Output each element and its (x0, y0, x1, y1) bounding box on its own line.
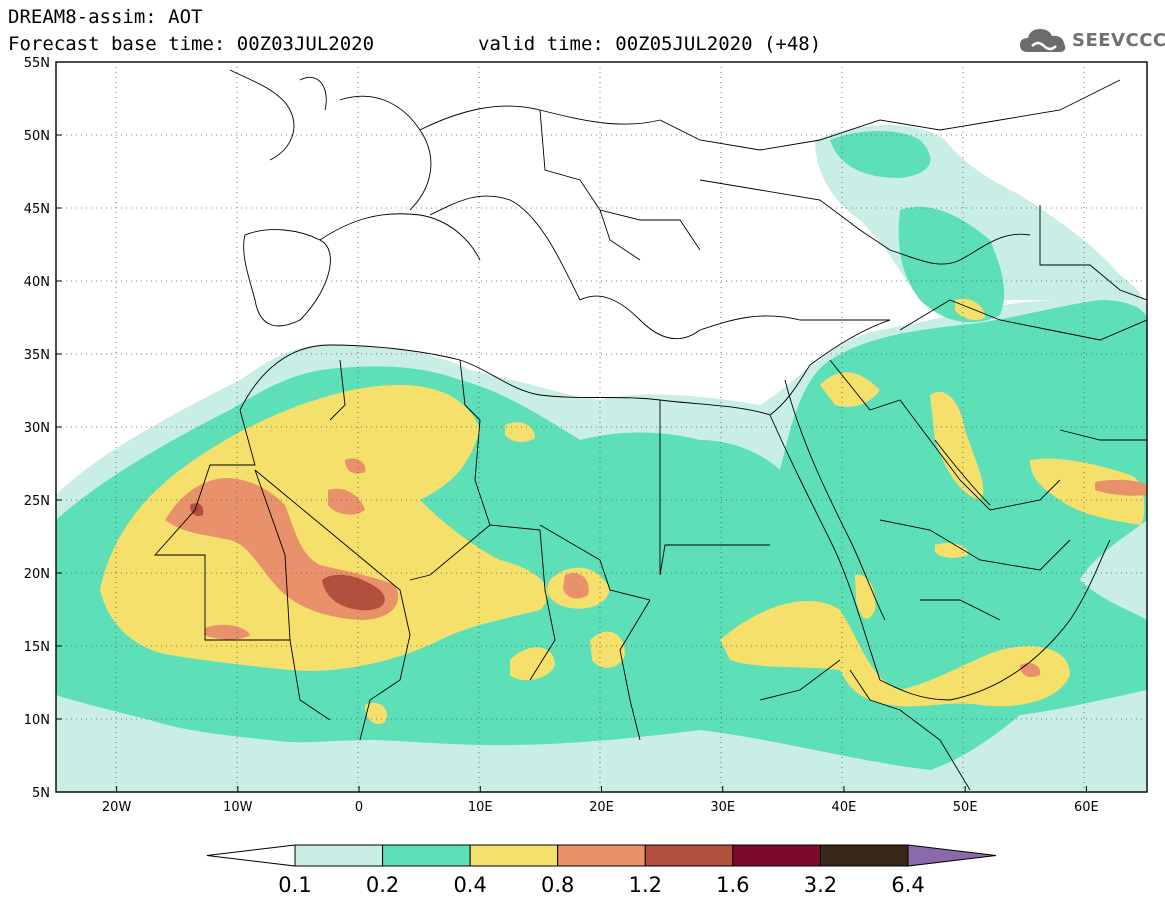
lat-tick-label: 10N (24, 713, 50, 728)
aot-band-1.2 (190, 503, 385, 611)
lon-tick-label: 10E (468, 800, 493, 815)
lon-tick-label: 30E (710, 800, 735, 815)
lat-tick-label: 50N (24, 129, 50, 144)
forecast-base-time: Forecast base time: 00Z03JUL2020 (8, 33, 375, 55)
longitude-axis: 20W 10W 0 10E 20E 30E 40E 50E 60E (102, 786, 1099, 815)
lat-tick-label: 55N (24, 56, 50, 71)
aot-band-0.2-caspian (830, 131, 1005, 323)
colorbar-segment (294, 844, 384, 867)
colorbar-level-label: 3.2 (804, 873, 837, 897)
graticule (56, 62, 1147, 792)
latitude-axis: 55N 50N 45N 40N 35N 30N 25N 20N 15N 10N 5N (24, 56, 62, 801)
lat-tick-label: 30N (24, 421, 50, 436)
lat-tick-label: 35N (24, 348, 50, 363)
colorbar-segment (644, 844, 734, 867)
lon-tick-label: 20E (589, 800, 614, 815)
lat-tick-label: 40N (24, 275, 50, 290)
lon-tick-label: 20W (102, 800, 132, 815)
colorbar-level-label: 1.6 (716, 873, 749, 897)
lat-tick-label: 25N (24, 494, 50, 509)
lat-tick-label: 15N (24, 640, 50, 655)
aot-band-0.4-sahara (100, 385, 548, 671)
colorbar-level-label: 0.8 (541, 873, 574, 897)
colorbar-level-label: 0.4 (453, 873, 486, 897)
lon-tick-label: 60E (1074, 800, 1099, 815)
lat-tick-label: 20N (24, 567, 50, 582)
colorbar-segment (732, 844, 821, 867)
aot-field (56, 125, 1147, 792)
colorbar-segment (469, 844, 559, 867)
lon-tick-label: 10W (223, 800, 253, 815)
colorbar-level-label: 1.2 (629, 873, 662, 897)
lat-tick-label: 45N (24, 202, 50, 217)
lat-tick-label: 5N (32, 786, 50, 801)
colorbar-level-label: 6.4 (891, 873, 924, 897)
aot-band-0.4-arabia (720, 601, 1070, 707)
map-title: DREAM8-assim: AOT (8, 6, 203, 28)
colorbar-segment (557, 844, 646, 867)
colorbar-over-triangle (907, 844, 997, 867)
valid-time: valid time: 00Z05JUL2020 (+48) (478, 33, 822, 55)
aot-band-0.4-sudan (510, 567, 625, 681)
colorbar-level-label: 0.1 (278, 873, 311, 897)
colorbar-segment (382, 844, 471, 867)
seevccc-logo: SEEVCCC (1018, 22, 1165, 58)
aot-colorbar: 0.1 0.2 0.4 0.8 1.2 1.6 3.2 6.4 (206, 844, 997, 897)
country-borders (153, 69, 1147, 791)
aot-band-0.4-gulf (820, 372, 1145, 525)
lon-tick-label: 50E (953, 800, 978, 815)
logo-text: SEEVCCC (1072, 30, 1165, 51)
cloud-icon (1020, 29, 1066, 52)
lon-tick-label: 0 (355, 800, 363, 815)
colorbar-under-triangle (206, 844, 296, 867)
lon-tick-label: 40E (832, 800, 857, 815)
colorbar-segment (819, 844, 909, 867)
colorbar-level-label: 0.2 (366, 873, 399, 897)
